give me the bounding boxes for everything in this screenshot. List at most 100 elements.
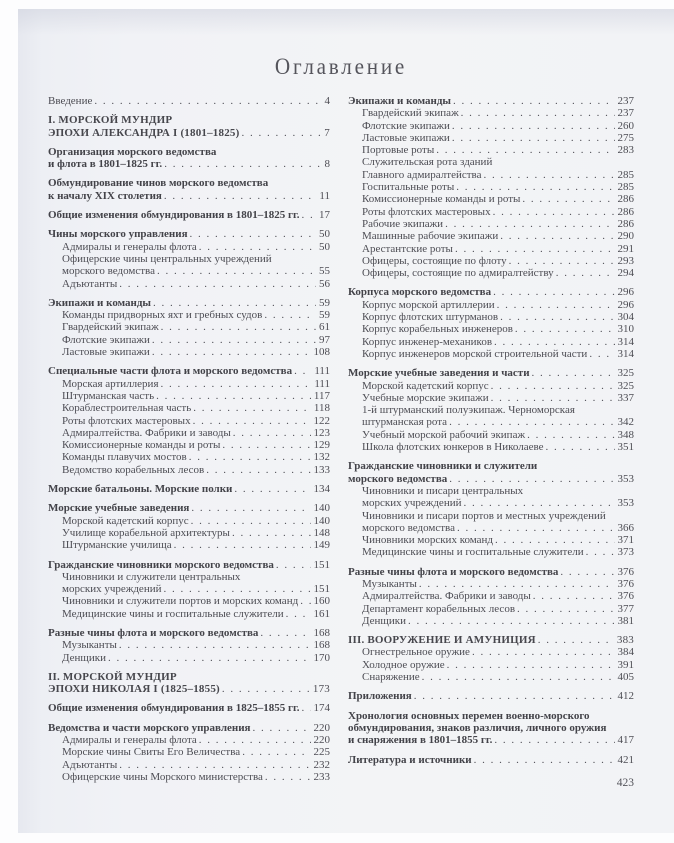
dot-leader (436, 144, 614, 156)
toc-entry-line: Адмиралтейства. Фабрики и заводы 123 (62, 427, 330, 439)
toc-page-number: 421 (617, 753, 635, 766)
toc-entry-label: Адъютанты (62, 758, 118, 771)
dot-leader (457, 522, 615, 534)
toc-entry-label: морских учреждений (62, 583, 162, 596)
dot-leader (161, 321, 316, 333)
toc-entry: Денщики 381 (348, 615, 634, 627)
toc-page-number: 220 (313, 734, 331, 747)
dot-leader (509, 255, 615, 267)
dot-leader (494, 734, 614, 746)
toc-entry-label: Денщики (362, 614, 406, 627)
toc-entry-label: Главного адмиралтейства (362, 168, 482, 181)
toc-entry-label: Машинные рабочие экипажи (362, 230, 499, 243)
toc-entry-line: Департамент корабельных лесов 377 (362, 603, 634, 615)
toc-entry-line: Офицеры, состоящие по флоту 293 (362, 255, 634, 267)
toc-entry-line: Чиновники морских команд 371 (362, 534, 634, 546)
toc-entry-label: Чины морского управления (48, 228, 188, 241)
toc-entry: Экипажи и команды 237 (348, 95, 634, 107)
toc-entry-line: Комиссионерные команды и роты 129 (62, 439, 330, 451)
toc-entry-line: Музыканты 376 (362, 578, 634, 590)
dot-leader (191, 502, 310, 514)
toc-page-number: 376 (617, 590, 635, 603)
toc-entry-label: и снаряжения в 1801–1855 гг. (348, 734, 493, 747)
toc-page-number: 118 (313, 402, 330, 415)
toc-entry-label: Флотские экипажи (62, 333, 150, 346)
toc-page-number: 134 (313, 483, 331, 496)
toc-entry-line: Корпус морской артиллерии 296 (362, 299, 634, 311)
toc-entry: Хронология основных перемен военно-морск… (348, 710, 634, 747)
toc-entry-line: Денщики 381 (362, 615, 634, 627)
toc-page-number: 173 (312, 683, 330, 696)
dot-leader (500, 230, 614, 242)
toc-entry-line: Гвардейский экипаж 237 (362, 107, 634, 119)
toc-page-number: 59 (319, 309, 330, 322)
dot-leader (445, 218, 614, 230)
toc-page-number: 161 (313, 607, 331, 620)
toc-entry-line: III. ВООРУЖЕНИЕ И АМУНИЦИЯ 383 (348, 634, 634, 646)
toc-entry-label: III. ВООРУЖЕНИЕ И АМУНИЦИЯ (348, 634, 536, 647)
toc-entry: Рабочие экипажи 286 (348, 218, 634, 230)
toc-entry-line: Корпус инженеров морской строительной ча… (362, 348, 634, 360)
dot-leader (589, 348, 614, 360)
toc-entry-line: Морская артиллерия 111 (62, 378, 330, 390)
toc-entry: Экипажи и команды 59 (48, 297, 330, 309)
toc-page-number: 8 (324, 158, 331, 171)
toc-entry: Медицинские чины и госпитальные служител… (48, 608, 330, 620)
toc-entry: Адмиралы и генералы флота 50 (48, 241, 330, 253)
toc-entry: Кораблестроительная часть 118 (48, 402, 330, 414)
toc-entry-line: морских учреждений 353 (362, 497, 634, 509)
toc-entry-line: к началу XIX столетия 11 (48, 190, 330, 202)
toc-entry-label: Департамент корабельных лесов (362, 602, 516, 615)
toc-entry: Корпус корабельных инженеров 310 (348, 323, 634, 335)
toc-entry-line: Чиновники и писари портов и местных учре… (362, 509, 606, 522)
toc-entry: III. ВООРУЖЕНИЕ И АМУНИЦИЯ 383 (348, 634, 634, 646)
toc-page-number: 123 (313, 426, 331, 439)
toc-entry: Чиновники и служители портов и морских к… (48, 595, 330, 607)
toc-entry-line: Школа флотских юнкеров в Николаеве 351 (362, 441, 634, 453)
toc-entry-line: Команды плавучих мостов 132 (62, 451, 330, 463)
toc-page-number: 225 (313, 746, 331, 759)
toc-entry: II. МОРСКОЙ МУНДИР ЭПОХИ НИКОЛАЯ I (1825–… (48, 671, 330, 696)
dot-leader (199, 241, 316, 253)
toc-entry-line: Корпус инженер-механиков 314 (362, 336, 634, 348)
dot-leader (242, 746, 310, 758)
dot-leader (495, 534, 614, 546)
toc-page-number: 55 (319, 265, 330, 278)
toc-entry-line: Кораблестроительная часть 118 (62, 402, 330, 414)
toc-entry: Приложения 412 (348, 690, 634, 702)
toc-entry-line: Адъютанты 56 (62, 278, 330, 290)
toc-entry-label: Корпус флотских штурманов (362, 311, 499, 324)
toc-entry-label: Гражданские чиновники морского ведомства (48, 558, 274, 571)
toc-page-number: 381 (617, 614, 635, 627)
toc-page-number: 111 (314, 377, 330, 390)
toc-entry-label: Морские учебные заведения (48, 502, 190, 515)
toc-entry-line: Специальные части флота и морского ведом… (48, 365, 330, 377)
toc-entry-line: Корпус корабельных инженеров 310 (362, 323, 634, 335)
toc-page-number: 417 (617, 734, 635, 747)
toc-entry-line: Флотские экипажи 97 (62, 334, 330, 346)
toc-entry: Адъютанты 56 (48, 278, 330, 290)
toc-entry-line: Разные чины флота и морского ведомства 37… (348, 566, 634, 578)
toc-page-number: 232 (313, 758, 331, 771)
toc-entry-line: Огнестрельное оружие 384 (362, 646, 634, 658)
toc-entry-line: ЭПОХИ АЛЕКСАНДРА I (1801–1825) 7 (48, 127, 330, 139)
dot-leader (199, 734, 311, 746)
toc-entry-label: Огнестрельное оружие (362, 646, 470, 659)
dot-leader (452, 120, 615, 132)
toc-entry-line: Общие изменения обмундирования в 1801–18… (48, 209, 330, 221)
toc-entry: Штурманская часть 117 (48, 390, 330, 402)
dot-leader (474, 754, 615, 766)
toc-page-number: 296 (617, 286, 635, 299)
toc-entry-label: Морские учебные заведения и части (348, 367, 530, 380)
toc-entry-label: Общие изменения обмундирования в 1825–18… (48, 702, 300, 715)
dot-leader (302, 702, 311, 714)
toc-entry-label: штурманская рота (362, 416, 448, 429)
toc-entry: Офицерские чины Морского министерства 233 (48, 771, 330, 783)
toc-entry-line: Ластовые экипажи 108 (62, 346, 330, 358)
toc-page-number: 348 (617, 428, 635, 441)
toc-entry-label: Морская артиллерия (62, 377, 159, 390)
toc-page-number: 351 (617, 441, 635, 454)
toc-entry-label: Морской кадетский корпус (62, 514, 189, 527)
toc-entry: Ведомство корабельных лесов 133 (48, 464, 330, 476)
toc-page-number: 237 (617, 95, 635, 107)
